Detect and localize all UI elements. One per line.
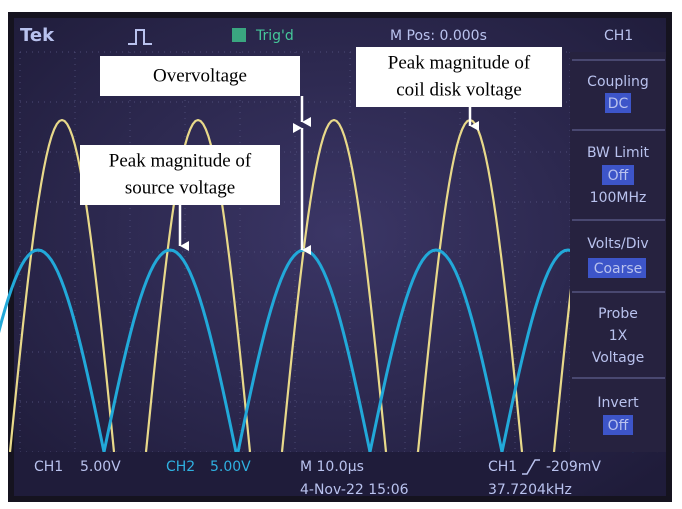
top-bar: Tek Trig'd M Pos: 0.000s CH1: [20, 25, 633, 46]
frequency: 37.7204kHz: [488, 482, 572, 498]
annotation: coil disk voltage: [396, 79, 522, 100]
slope-icon: [522, 459, 540, 475]
ch1-label: CH1: [34, 459, 63, 475]
menu-value: Off: [608, 168, 629, 184]
menu-label: BW Limit: [587, 145, 650, 161]
brand: Tek: [20, 25, 55, 46]
menu-value: Coarse: [594, 261, 643, 277]
timebase: M 10.0µs: [300, 459, 364, 475]
annotation-box: [356, 47, 562, 107]
annotation-box: [100, 56, 300, 96]
menu-value: Off: [608, 418, 629, 434]
trace: [10, 120, 658, 452]
position: M Pos: 0.000s: [390, 28, 487, 44]
trig-box: [232, 28, 246, 42]
menu-extra: 100MHz: [590, 190, 647, 206]
menu-value-bg: [603, 415, 633, 435]
annotation: Peak magnitude of: [109, 150, 252, 171]
menu-channel: CH1: [604, 28, 633, 44]
annotation-box: [80, 145, 280, 205]
trigger-channel: CH1: [488, 459, 517, 475]
side-menu: Coupling DC BW Limit Off 100MHz Volts/Di…: [572, 59, 665, 435]
menu-value-bg: [605, 93, 631, 113]
ch2-scale: 5.00V: [210, 459, 251, 475]
menu-label: Invert: [597, 395, 639, 411]
menu-value-bg: [588, 258, 646, 278]
annotation: Peak magnitude of: [388, 52, 531, 73]
screen-mask: [14, 452, 570, 496]
datetime: 4-Nov-22 15:06: [300, 482, 409, 498]
trigger-level: -209mV: [546, 459, 601, 475]
menu-value: 1X: [609, 328, 628, 344]
annotation: Overvoltage: [153, 65, 247, 86]
menu-label: Volts/Div: [587, 236, 648, 252]
annotations: Overvoltage Peak magnitude of coil disk …: [80, 47, 562, 255]
ch1-scale: 5.00V: [80, 459, 121, 475]
menu-label: Coupling: [587, 74, 649, 90]
waveforms: [0, 52, 666, 496]
menu-value: DC: [608, 96, 629, 112]
trigger-status: Trig'd: [255, 28, 294, 44]
screen-mask: [570, 52, 666, 452]
menu-value-bg: [602, 165, 634, 185]
bottom-bar: CH1 5.00V CH2 5.00V M 10.0µs CH1 -209mV …: [34, 459, 601, 498]
menu-extra: Voltage: [592, 350, 645, 366]
menu-label: Probe: [598, 306, 638, 322]
trigger-icon: [128, 29, 152, 45]
annotation: source voltage: [125, 177, 235, 198]
ch2-label: CH2: [166, 459, 195, 475]
